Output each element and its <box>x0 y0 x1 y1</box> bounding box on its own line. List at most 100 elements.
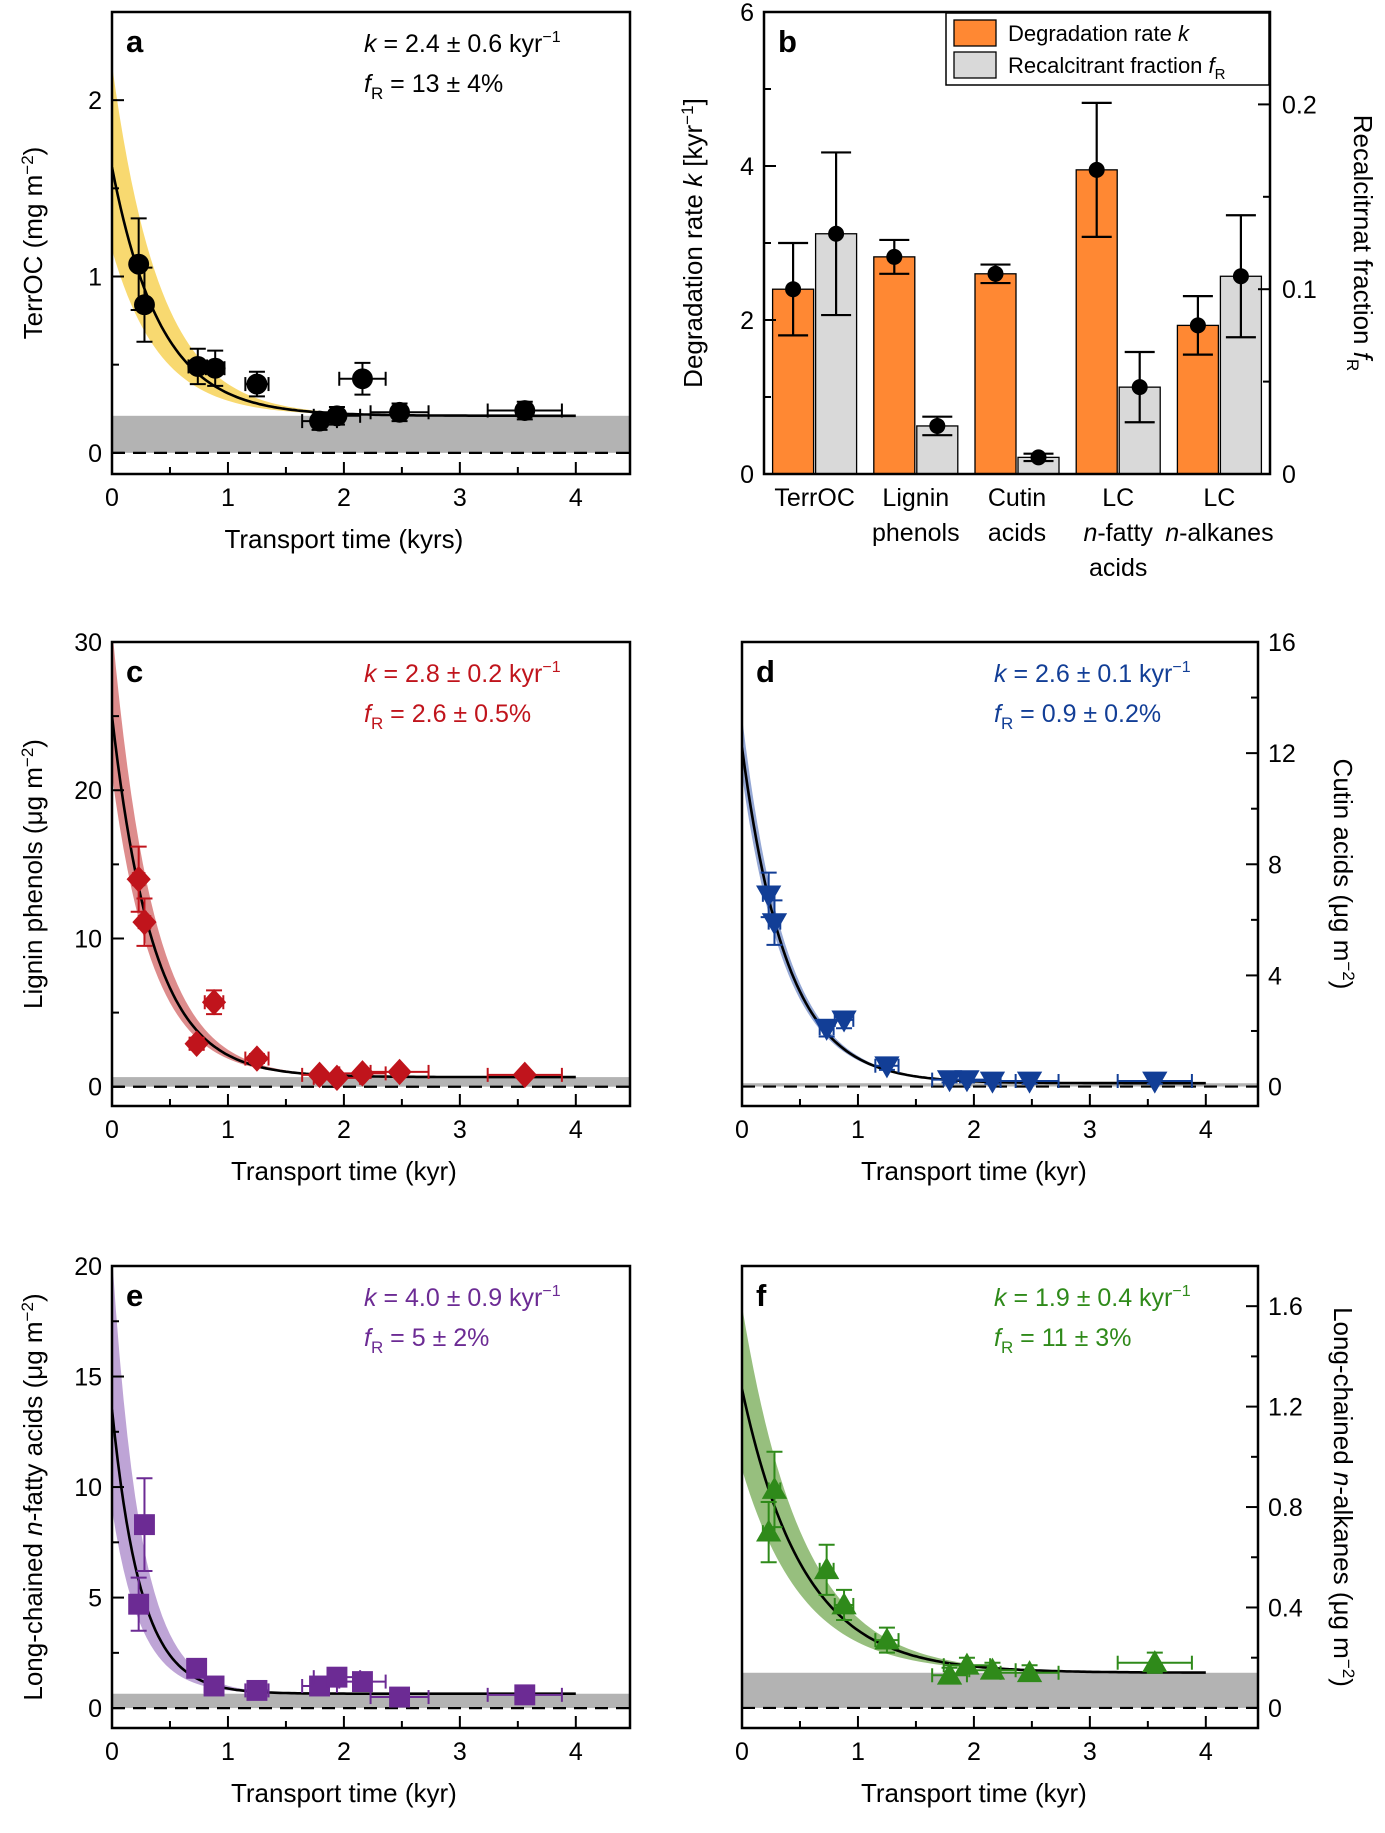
annotation-k: k = 2.8 ± 0.2 kyr−1 <box>364 659 561 688</box>
annotation-k-value: = 2.6 ± 0.1 kyr <box>1007 660 1173 688</box>
data-point-group <box>369 1686 430 1708</box>
label-italic: k <box>1178 21 1190 46</box>
x-tick-label: 3 <box>453 1116 467 1144</box>
data-point <box>352 1671 373 1693</box>
x-axis-label: Transport time (kyrs) <box>224 524 463 554</box>
y-tick-label: 4 <box>740 153 754 181</box>
bar-point <box>987 265 1004 282</box>
annotation-f-value: = 2.6 ± 0.5% <box>383 700 531 728</box>
plot-frame <box>740 1264 1260 1730</box>
y-tick-label: 10 <box>74 925 102 953</box>
plot-frame <box>110 10 632 476</box>
label-part: -alkanes <box>1179 519 1274 547</box>
data-point <box>936 1662 963 1685</box>
annotation-superscript: −1 <box>1172 1283 1190 1300</box>
x-tick-label: 2 <box>967 1116 981 1144</box>
plot-area <box>742 717 1258 1094</box>
x-tick-label: 2 <box>337 484 351 512</box>
y-tick-label: 5 <box>88 1585 102 1613</box>
y-axis-label: TerrOC (mg m−2) <box>18 147 48 340</box>
category-label: acids <box>988 519 1046 547</box>
bar-point <box>785 281 802 298</box>
data-point-group <box>312 405 362 427</box>
data-point <box>514 1684 536 1706</box>
data-point <box>874 1056 900 1079</box>
y-tick-label: 20 <box>74 1253 102 1281</box>
label-italic: n <box>1165 519 1179 547</box>
legend: Degradation rate k Recalcitrant fraction … <box>945 12 1270 86</box>
bar-point <box>1030 449 1047 466</box>
y-tick-label: 30 <box>74 629 102 657</box>
data-point-group <box>999 1071 1060 1094</box>
x-tick-label: 0 <box>105 1738 119 1766</box>
confidence-band <box>112 64 576 416</box>
y-tick-label: 6 <box>740 0 754 27</box>
data-point-group <box>126 845 151 913</box>
y-tick-label: 8 <box>1268 851 1282 879</box>
data-point-group <box>186 1657 208 1679</box>
y-tick-label: 0.8 <box>1268 1494 1303 1522</box>
panel-e: 0 1 2 3 4 Transport time (kyr) 0 5 10 15 20 Long-ch… <box>18 1253 632 1808</box>
bar-rate <box>974 273 1017 475</box>
annotation-f-symbol: f <box>364 700 374 728</box>
data-point-group <box>369 401 430 423</box>
data-point-group <box>132 897 157 947</box>
annotation-superscript: −1 <box>1172 659 1190 676</box>
y-tick-label: 0 <box>740 461 754 489</box>
label-part: Degradation rate <box>1008 21 1178 46</box>
data-point-group <box>874 1056 900 1079</box>
label-italic: f <box>1209 53 1218 78</box>
data-point <box>187 355 209 377</box>
data-point <box>134 294 155 316</box>
annotation-f-value: = 11 ± 3% <box>1013 1324 1131 1352</box>
label-part: Long-chained <box>1328 1307 1358 1472</box>
annotation-f: fR = 13 ± 4% <box>364 70 503 103</box>
y-tick-label: 0 <box>88 440 102 468</box>
bar-rate <box>873 256 916 475</box>
data-point <box>1016 1660 1043 1683</box>
label-part: ] <box>678 98 708 105</box>
data-point <box>126 865 151 893</box>
fit-curve <box>112 1409 576 1695</box>
data-point-group <box>874 1626 900 1654</box>
data-point <box>326 1666 348 1688</box>
legend-label-rate: Degradation rate k <box>1008 21 1190 46</box>
data-point <box>813 1557 840 1580</box>
annotation-k-symbol: k <box>994 660 1008 688</box>
category-label: n-fatty <box>1083 519 1153 547</box>
data-point-group <box>486 1061 563 1089</box>
annotation-subscript: R <box>1001 714 1013 733</box>
label-subscript: R <box>1215 66 1226 83</box>
x-tick-label: 0 <box>735 1116 749 1144</box>
data-point <box>874 1627 900 1650</box>
annotation-f-symbol: f <box>364 70 374 98</box>
data-point <box>979 1071 1006 1094</box>
data-point <box>244 1045 270 1072</box>
label-part: Lignin phenols (μg m <box>18 767 48 1009</box>
annotation-subscript: R <box>371 1338 383 1357</box>
data-point-group <box>486 400 563 421</box>
annotation-k-value: = 1.9 ± 0.4 kyr <box>1007 1284 1173 1312</box>
data-point-group <box>338 1671 387 1693</box>
plot-area <box>112 642 630 1092</box>
annotation-f: fR = 0.9 ± 0.2% <box>994 700 1161 733</box>
data-point-group <box>813 1018 840 1041</box>
panel-letter: d <box>756 654 775 689</box>
data-point-group <box>813 1543 840 1596</box>
label-superscript: −2 <box>18 748 37 767</box>
data-point <box>954 1070 980 1093</box>
x-tick-label: 1 <box>221 1738 235 1766</box>
data-point-group <box>134 1477 155 1573</box>
bar-point <box>1131 379 1148 396</box>
annotation-k-symbol: k <box>364 660 378 688</box>
data-point-group <box>486 1684 563 1706</box>
label-part: -alkanes (μg m <box>1328 1486 1358 1658</box>
label-superscript: −2 <box>18 155 37 174</box>
annotation-f-symbol: f <box>994 700 1004 728</box>
category-label: Cutin <box>988 484 1046 512</box>
panel-c: 0 1 2 3 4 Transport time (kyr) 0 10 20 30 Lignin p… <box>18 629 632 1186</box>
y2-tick-label: 0.1 <box>1282 276 1317 304</box>
data-point-group <box>761 1450 788 1529</box>
bar-point <box>929 417 946 434</box>
